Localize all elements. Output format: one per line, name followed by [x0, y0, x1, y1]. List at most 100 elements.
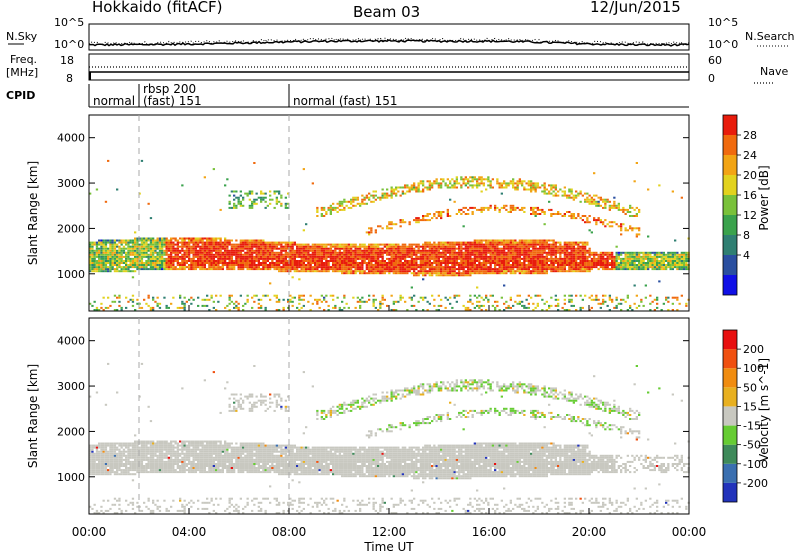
power-cell: [629, 262, 632, 264]
power-cell: [608, 298, 611, 301]
power-cell: [629, 304, 632, 307]
power-cell: [325, 266, 328, 269]
power-cell: [498, 272, 501, 275]
power-cell: [674, 264, 677, 266]
power-cell: [251, 296, 254, 299]
power-cell: [516, 241, 519, 244]
power-cell: [390, 270, 393, 273]
colorbar-swatch: [723, 195, 737, 215]
power-cell: [440, 253, 443, 256]
power-cell: [149, 309, 153, 311]
power-cell: [197, 257, 200, 260]
power-cell: [604, 202, 607, 205]
power-cell: [284, 270, 287, 273]
power-cell: [188, 257, 191, 260]
power-cell: [298, 309, 301, 311]
power-cell: [183, 262, 186, 264]
power-cell: [361, 270, 364, 273]
power-cell: [239, 204, 242, 207]
power-cell: [458, 208, 461, 211]
power-cell: [683, 251, 686, 254]
power-cell: [496, 272, 499, 275]
power-cell: [512, 241, 515, 244]
power-cell: [343, 260, 346, 262]
power-cell: [248, 251, 251, 254]
power-cell: [395, 268, 398, 271]
mode-rbsp-fast: (fast) 151: [143, 94, 202, 108]
power-cell: [545, 270, 548, 273]
power-cell: [203, 249, 206, 252]
power-cell: [415, 274, 418, 277]
power-cell: [685, 255, 688, 258]
power-cell: [496, 268, 499, 271]
power-cell: [485, 178, 488, 181]
power-cell: [487, 180, 490, 183]
power-cell: [374, 243, 377, 246]
power-cell: [354, 245, 357, 248]
power-cell: [377, 268, 380, 271]
power-cell: [503, 243, 506, 246]
power-cell: [181, 253, 184, 256]
power-cell: [552, 245, 555, 248]
power-cell: [172, 262, 175, 264]
power-cell: [487, 300, 490, 303]
power-cell: [489, 272, 492, 275]
power-cell: [602, 221, 605, 224]
power-cell: [379, 306, 382, 309]
power-cell: [530, 213, 533, 215]
power-cell: [118, 294, 121, 297]
power-cell: [480, 206, 483, 209]
power-cell: [471, 186, 474, 189]
power-cell: [143, 251, 146, 254]
power-cell: [257, 247, 260, 250]
power-cell: [543, 223, 546, 226]
power-cell: [572, 241, 575, 244]
power-cell: [179, 251, 182, 254]
power-cell: [217, 255, 220, 258]
power-cell: [244, 257, 247, 260]
power-cell: [451, 268, 454, 271]
power-cell: [417, 184, 420, 187]
power-cell: [298, 302, 301, 305]
power-cell: [428, 219, 431, 222]
power-cell: [192, 239, 195, 242]
power-cell: [239, 262, 242, 264]
power-cell: [662, 255, 665, 258]
power-cell: [417, 182, 420, 185]
power-cell: [541, 249, 544, 252]
power-cell: [329, 260, 332, 262]
power-cell: [572, 247, 575, 250]
power-cell: [649, 266, 652, 269]
power-cell: [431, 262, 434, 264]
power-cell: [539, 243, 542, 246]
power-cell: [469, 272, 472, 275]
power-cell: [296, 264, 299, 266]
power-cell: [557, 304, 560, 307]
power-cell: [334, 251, 337, 254]
power-cell: [417, 266, 420, 269]
power-cell: [255, 251, 258, 254]
power-cell: [354, 272, 357, 275]
power-cell: [487, 206, 490, 209]
power-cell: [343, 249, 346, 252]
power-cell: [111, 264, 114, 266]
power-cell: [631, 229, 634, 232]
power-cell: [440, 213, 443, 215]
power-cell: [273, 192, 276, 195]
power-cell: [516, 251, 519, 254]
power-cell: [476, 264, 479, 266]
power-cell: [530, 239, 533, 242]
power-cell: [170, 253, 173, 256]
power-cell: [118, 264, 121, 266]
power-cell: [572, 270, 575, 273]
power-cell: [104, 241, 108, 244]
power-cell: [329, 245, 332, 248]
power-cell: [273, 264, 276, 266]
power-cell: [203, 251, 206, 254]
power-cell: [235, 245, 238, 248]
power-cell: [287, 243, 290, 246]
power-cell: [435, 266, 438, 269]
power-cell: [525, 241, 528, 244]
power-cell: [161, 253, 164, 256]
power-cell: [379, 300, 382, 303]
